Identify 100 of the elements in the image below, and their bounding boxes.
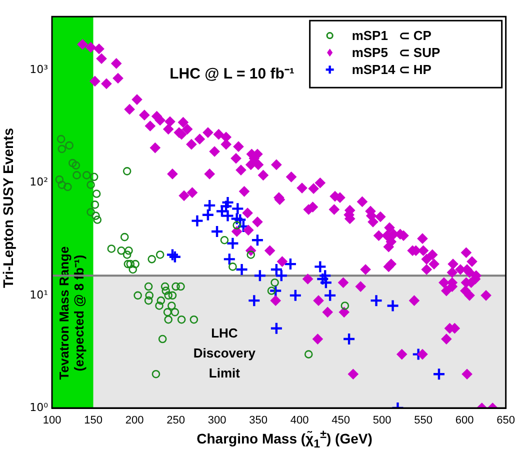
point <box>164 315 172 324</box>
point <box>168 291 177 300</box>
point <box>65 141 74 150</box>
point <box>284 257 298 271</box>
point <box>386 299 400 312</box>
point <box>288 288 302 302</box>
x-tick-label: 200 <box>125 414 144 427</box>
point <box>144 282 153 291</box>
point <box>177 315 186 324</box>
point <box>203 198 216 212</box>
point <box>144 296 153 305</box>
point <box>162 286 170 295</box>
point <box>107 244 116 253</box>
point <box>92 190 101 198</box>
point <box>122 167 132 176</box>
point <box>158 334 167 344</box>
point <box>232 221 241 230</box>
point <box>253 269 267 282</box>
point <box>126 260 135 268</box>
point <box>246 250 256 259</box>
point <box>166 248 180 262</box>
point <box>210 224 224 238</box>
x-tick-label: 450 <box>332 414 350 427</box>
point <box>160 282 170 291</box>
x-tick-label: 250 <box>166 414 185 427</box>
point <box>156 296 166 305</box>
point <box>131 260 140 268</box>
point <box>68 158 77 168</box>
legend-label: mSP14 ⊂ HP <box>352 62 432 78</box>
point <box>170 308 180 316</box>
point <box>342 332 356 346</box>
y-axis-title: Tri-Lepton SUSY Events <box>0 127 16 290</box>
point <box>72 171 81 180</box>
point <box>145 291 154 300</box>
point <box>270 322 284 335</box>
point <box>82 171 91 180</box>
point <box>164 291 172 300</box>
annotation: LHC @ L = 10 fb⁻¹ <box>170 66 294 83</box>
point <box>64 182 72 192</box>
point <box>148 255 156 264</box>
y-tick-label: 10³ <box>30 63 48 76</box>
y-tick-label: 10¹ <box>30 288 48 302</box>
point <box>222 252 236 266</box>
point <box>86 208 95 216</box>
x-tick-label: 650 <box>496 414 516 427</box>
point <box>432 368 446 381</box>
point <box>190 214 204 228</box>
x-tick-label: 350 <box>249 414 268 427</box>
point <box>201 208 215 222</box>
point <box>316 272 330 286</box>
point <box>163 308 172 316</box>
band-label: LHC Discovery Limit <box>193 325 256 380</box>
point <box>231 202 244 216</box>
point <box>152 370 160 378</box>
point <box>370 294 383 308</box>
point <box>56 134 66 144</box>
point <box>122 250 132 259</box>
point <box>228 262 237 271</box>
point <box>221 196 234 210</box>
point <box>124 260 132 268</box>
y-tick-label: 10² <box>30 176 48 189</box>
y-tick-label: 10⁰ <box>30 400 49 414</box>
point <box>90 200 100 209</box>
point <box>72 161 80 170</box>
point <box>220 236 229 244</box>
band-label: Tevatron Mass Range (expected @ 8 fb⁻¹) <box>56 246 87 380</box>
point <box>304 350 313 358</box>
point <box>340 302 350 310</box>
point <box>319 276 333 290</box>
x-tick-label: 300 <box>208 414 226 427</box>
x-tick-label: 600 <box>455 414 474 427</box>
point <box>93 216 102 224</box>
point <box>128 265 138 274</box>
legend-label: mSP1 ⊂ CP <box>352 28 432 44</box>
point <box>270 278 279 287</box>
point <box>120 232 129 242</box>
point <box>226 236 240 250</box>
point <box>58 144 66 154</box>
point <box>155 302 164 310</box>
point <box>176 282 185 291</box>
point <box>190 315 198 324</box>
point <box>172 282 180 291</box>
point <box>323 288 337 302</box>
point <box>117 246 126 255</box>
point <box>235 262 248 276</box>
point <box>134 291 142 300</box>
point <box>267 286 276 295</box>
point <box>124 246 133 255</box>
point <box>250 234 264 247</box>
x-tick-label: 150 <box>84 414 102 427</box>
point <box>269 284 282 298</box>
point <box>90 172 98 182</box>
x-tick-label: 400 <box>290 414 309 427</box>
x-tick-label: 500 <box>372 414 392 427</box>
point <box>156 250 164 259</box>
point <box>55 175 64 184</box>
legend-label: mSP5 ⊂ SUP <box>352 45 440 60</box>
point <box>58 180 66 190</box>
point <box>248 294 261 308</box>
x-tick-label: 100 <box>42 414 62 427</box>
